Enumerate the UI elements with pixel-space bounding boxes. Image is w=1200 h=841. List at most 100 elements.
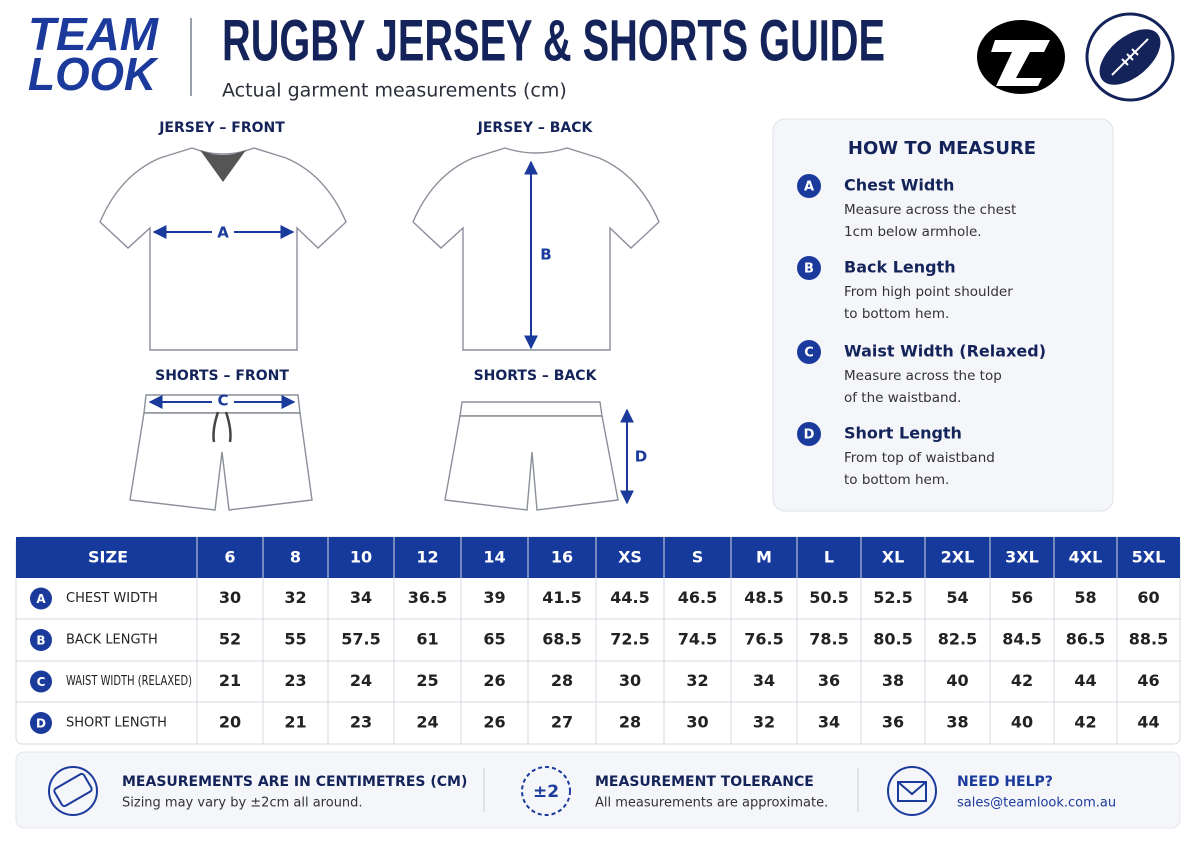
cell-value: 38: [882, 671, 904, 690]
column-header: XS: [618, 548, 642, 567]
cell-value: 36: [882, 713, 904, 732]
diagram-label: SHORTS – BACK: [474, 368, 598, 384]
column-header: 3XL: [1005, 548, 1039, 567]
column-header: 16: [551, 548, 573, 567]
letter-badge: [797, 174, 821, 198]
how-to-panel: [772, 118, 1114, 512]
cell-value: 23: [284, 671, 306, 690]
footer-title: MEASUREMENTS ARE IN CENTIMETRES (CM): [122, 774, 467, 790]
row-label: BACK LENGTH: [66, 633, 158, 648]
letter-badge: [30, 670, 52, 693]
column-header: 5XL: [1132, 548, 1166, 567]
cell-value: 34: [753, 671, 775, 690]
cell-value: 61: [416, 630, 438, 649]
cell-value: 27: [551, 713, 573, 732]
logo: [977, 20, 1065, 94]
rugby-ball-icon: [1085, 12, 1175, 102]
item-text: to bottom hem.: [844, 472, 949, 488]
diagram-label: SHORTS – FRONT: [155, 368, 289, 384]
cell-value: 46: [1137, 671, 1159, 690]
item-text: From high point shoulder: [844, 284, 1013, 300]
cell-value: 68.5: [542, 630, 581, 649]
cell-value: 60: [1137, 588, 1159, 607]
column-header: 2XL: [941, 548, 975, 567]
cell-value: 32: [284, 588, 306, 607]
title: RUGBY JERSEY & SHORTS GUIDE: [222, 8, 885, 73]
jersey-front: [99, 147, 347, 351]
cell-value: 82.5: [938, 630, 977, 649]
mail-icon: [887, 766, 937, 816]
cell-value: 36: [818, 671, 840, 690]
footer-text: Sizing may vary by ±2cm all around.: [122, 796, 363, 811]
cell-value: 78.5: [809, 630, 848, 649]
row-label: CHEST WIDTH: [66, 591, 158, 606]
cell-value: 52: [219, 630, 241, 649]
cell-value: 58: [1074, 588, 1096, 607]
cell-value: 39: [483, 588, 505, 607]
letter: C: [37, 675, 46, 689]
how-to-list: A Chest Width Measure across the chest 1cm …: [797, 174, 1046, 488]
cell-value: 32: [753, 713, 775, 732]
cell-value: 57.5: [341, 630, 380, 649]
cell-value: 56: [1011, 588, 1033, 607]
letter: C: [804, 346, 814, 361]
footer-text: All measurements are approximate.: [595, 796, 828, 811]
column-header: 8: [290, 548, 301, 567]
cell-value: 28: [619, 713, 641, 732]
column-header: 14: [483, 548, 505, 567]
panel-title: HOW TO MEASURE: [848, 138, 1036, 159]
column-header: SIZE: [88, 548, 128, 567]
cell-value: 30: [686, 713, 708, 732]
letter: B: [804, 262, 814, 277]
cell-value: 32: [686, 671, 708, 690]
column-header: 4XL: [1069, 548, 1103, 567]
cell-value: 46.5: [678, 588, 717, 607]
cell-value: 36.5: [408, 588, 447, 607]
item-text: Measure across the top: [844, 368, 1002, 384]
diagram-marker: C: [217, 392, 228, 410]
footer-link[interactable]: sales@teamlook.com.au: [957, 796, 1116, 811]
row-label: SHORT LENGTH: [66, 716, 167, 731]
shorts-back: [444, 401, 634, 511]
cell-value: 40: [1011, 713, 1033, 732]
cell-value: 86.5: [1066, 630, 1105, 649]
brand: TEAM: [28, 8, 160, 60]
cell-value: 84.5: [1002, 630, 1041, 649]
diagram-marker: D: [635, 448, 647, 466]
cell-value: 42: [1074, 713, 1096, 732]
item-name: Waist Width (Relaxed): [844, 342, 1046, 361]
item-text: to bottom hem.: [844, 306, 949, 322]
letter-badge: [797, 256, 821, 280]
cell-value: 41.5: [542, 588, 581, 607]
cell-value: 44: [1137, 713, 1159, 732]
letter-badge: [797, 340, 821, 364]
cell-value: 38: [946, 713, 968, 732]
diagram-marker: B: [540, 246, 551, 264]
item-text: From top of waistband: [844, 450, 995, 466]
cell-value: 52.5: [873, 588, 912, 607]
cell-value: 30: [619, 671, 641, 690]
item-text: 1cm below armhole.: [844, 224, 982, 240]
column-header: S: [692, 548, 704, 567]
tolerance-badge: ±2: [533, 782, 559, 802]
cell-value: 44: [1074, 671, 1096, 690]
brand: LOOK: [28, 48, 159, 100]
column-header: 6: [224, 548, 235, 567]
letter: A: [804, 180, 814, 195]
cell-value: 34: [350, 588, 372, 607]
cell-value: 74.5: [678, 630, 717, 649]
cell-value: 21: [219, 671, 241, 690]
column-header: XL: [882, 548, 905, 567]
letter: B: [36, 634, 45, 648]
cell-value: 80.5: [873, 630, 912, 649]
cell-value: 24: [416, 713, 438, 732]
footer-title: MEASUREMENT TOLERANCE: [595, 774, 814, 790]
size-table: SIZE 6 8 10 12 14 16 XS S M L XL 2XL 3XL 4XL 5XL A CHEST …: [15, 536, 1181, 745]
cell-value: 25: [416, 671, 438, 690]
tolerance-icon: [521, 766, 571, 816]
letter: D: [804, 428, 815, 443]
cell-value: 40: [946, 671, 968, 690]
footer-title: NEED HELP?: [957, 774, 1053, 790]
tape-icon: [48, 766, 98, 816]
letter-badge: [797, 422, 821, 446]
